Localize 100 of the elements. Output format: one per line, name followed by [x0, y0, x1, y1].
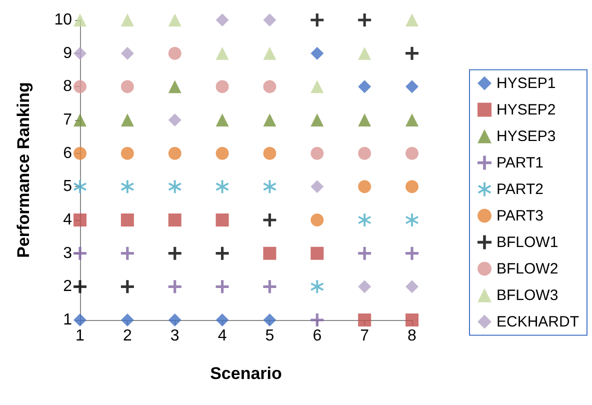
point: [263, 180, 276, 194]
point: [358, 146, 372, 160]
point: [358, 46, 372, 60]
y-tick-label: 2: [63, 278, 72, 296]
point: [120, 80, 134, 94]
point: [216, 46, 229, 60]
y-tick-label: 3: [63, 244, 72, 262]
x-tick-label: 8: [408, 328, 417, 344]
point: [74, 246, 86, 260]
point: [310, 46, 324, 60]
point: [406, 280, 418, 294]
x-tick-label: 3: [170, 328, 180, 344]
point: [168, 314, 182, 326]
point: [406, 180, 418, 194]
point: [310, 180, 324, 194]
point: [74, 214, 86, 226]
point: [263, 146, 276, 160]
x-tick-label: 7: [360, 328, 370, 344]
point: [263, 14, 276, 26]
point: [406, 80, 418, 94]
point: [74, 46, 86, 60]
point: [74, 146, 86, 160]
legend-label: BFLOW1: [496, 234, 558, 251]
point: [406, 14, 418, 26]
y-tick-label: 1: [63, 312, 72, 328]
point: [263, 314, 276, 326]
point: [310, 14, 324, 26]
x-tick-label: 6: [312, 328, 322, 344]
point: [216, 80, 229, 94]
point: [216, 180, 229, 194]
y-tick-label: 5: [63, 178, 72, 196]
x-tick-label: 1: [76, 328, 85, 344]
point: [120, 146, 134, 160]
y-tick-label: 7: [63, 112, 72, 128]
y-tick-label: 8: [63, 78, 72, 96]
point: [310, 246, 324, 260]
x-tick-label: 5: [265, 328, 274, 344]
point: [74, 114, 86, 126]
point: [263, 214, 276, 226]
point: [263, 280, 276, 294]
point: [74, 314, 86, 326]
y-tick-label: 9: [63, 44, 72, 62]
point: [168, 46, 182, 60]
x-tick-label: 4: [218, 328, 227, 344]
point: [358, 214, 372, 226]
point: [310, 146, 324, 160]
legend-label: HYSEP2: [496, 101, 556, 118]
point: [358, 80, 372, 94]
point: [216, 246, 229, 260]
legend-label: ECKHARDT: [496, 313, 580, 330]
point: [263, 80, 276, 94]
point: [120, 46, 134, 60]
point: [168, 14, 182, 26]
point: [406, 214, 418, 226]
point: [263, 246, 276, 260]
legend-label: BFLOW3: [496, 286, 558, 304]
point: [310, 214, 324, 226]
point: [310, 114, 324, 126]
point: [406, 146, 418, 160]
point: [120, 180, 134, 194]
point: [263, 114, 276, 126]
point: [406, 114, 418, 126]
legend-label: PART1: [496, 154, 544, 172]
point: [74, 180, 86, 194]
point: [310, 314, 324, 326]
point: [168, 214, 182, 226]
point: [168, 180, 182, 194]
legend-label: BFLOW2: [496, 260, 558, 278]
legend-label: PART3: [496, 207, 544, 224]
point: [263, 46, 276, 60]
y-axis-title: Performance Ranking: [14, 82, 33, 258]
y-tick-label: 4: [63, 212, 72, 228]
point: [168, 280, 182, 294]
point: [216, 114, 229, 126]
legend-label: HYSEP1: [496, 74, 556, 92]
x-tick-label: 2: [122, 328, 132, 344]
point: [168, 114, 182, 126]
point: [120, 214, 134, 226]
point: [406, 314, 418, 326]
x-axis-title: Scenario: [210, 364, 282, 383]
legend-label: PART2: [496, 180, 544, 198]
point: [74, 280, 86, 294]
point: [120, 246, 134, 260]
point: [216, 214, 229, 226]
point: [74, 80, 86, 94]
point: [358, 246, 372, 260]
point: [168, 146, 182, 160]
point: [216, 280, 229, 294]
point: [358, 114, 372, 126]
point: [168, 80, 182, 94]
point: [310, 80, 324, 94]
point: [168, 246, 182, 260]
point: [310, 280, 324, 294]
point: [120, 280, 134, 294]
point: [358, 180, 372, 194]
point: [120, 314, 134, 326]
y-tick-label: 10: [54, 12, 72, 28]
point: [120, 114, 134, 126]
legend-label: HYSEP3: [496, 128, 556, 145]
point: [406, 46, 418, 60]
